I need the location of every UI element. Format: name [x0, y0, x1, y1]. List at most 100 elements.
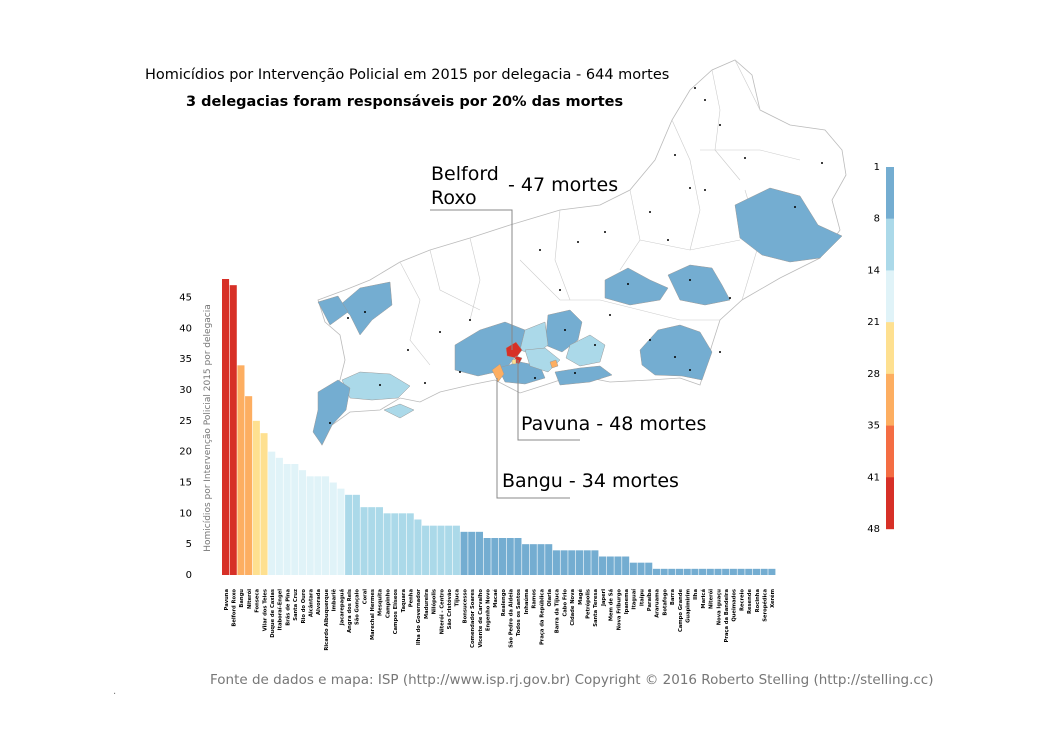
legend-swatch: [886, 270, 894, 323]
callout-bangu: Bangu - 34 mortes: [502, 470, 679, 492]
x-tick-label: Bonsucesso: [462, 589, 468, 624]
callout-belford: Belford Roxo: [431, 162, 499, 210]
bar: [360, 507, 368, 575]
x-tick-label: São Gonçalo: [355, 589, 361, 625]
bar: [437, 525, 445, 575]
x-tick-label: Alcântara: [307, 589, 314, 618]
x-tick-label: Seropédica: [761, 589, 768, 622]
region-east-lakes: [639, 324, 713, 381]
bar: [352, 494, 360, 575]
bar: [383, 513, 391, 575]
bar: [406, 513, 414, 575]
bar: [368, 507, 376, 575]
callout-lines: [430, 209, 580, 499]
bar: [737, 568, 745, 575]
chart-subtitle: 3 delegacias foram responsáveis por 20% …: [186, 94, 624, 110]
bar: [522, 544, 530, 575]
bar: [714, 568, 722, 575]
x-tick-label: Japeri: [601, 589, 607, 607]
x-tick-label: Botafogo: [662, 589, 668, 616]
x-axis-labels: Pavuna Belford Roxo Bangu Niterói Fonseca Vil…: [224, 588, 776, 651]
x-tick-label: Nilópolis: [431, 589, 438, 614]
x-tick-label: Ilha do Governador: [416, 589, 422, 646]
bar: [337, 488, 345, 575]
bar: [683, 568, 691, 575]
x-tick-label: Olaria: [547, 589, 553, 607]
legend-swatch: [886, 167, 894, 219]
x-tick-label: Bangu: [239, 589, 245, 608]
bar: [475, 531, 484, 575]
x-tick-label: Penha: [409, 589, 415, 608]
bar: [591, 550, 599, 575]
x-tick-label: São Pedro da Aldeia: [509, 589, 515, 648]
y-tick-label: 15: [179, 478, 192, 489]
x-tick-label: Fonseca: [255, 589, 261, 613]
legend-tick-label: 41: [867, 472, 880, 483]
bar: [491, 538, 499, 575]
bar: [414, 519, 422, 575]
bar: [314, 476, 322, 575]
bar: [752, 568, 761, 575]
x-tick-label: Resende: [747, 589, 753, 615]
region-bangu: [491, 363, 505, 383]
bar: [614, 556, 622, 575]
x-tick-label: Comendador Soares: [470, 589, 476, 648]
bar: [706, 568, 714, 575]
region-northeast: [734, 187, 843, 263]
x-tick-label: Mem de Sá: [608, 589, 615, 622]
x-tick-label: Angra dos Reis: [347, 589, 353, 633]
y-axis-label: Homicídios por Intervenção Policial 2015…: [203, 304, 213, 552]
x-tick-label: Ilha: [693, 589, 699, 600]
bar: [629, 562, 637, 575]
bar: [345, 494, 353, 575]
y-tick-label: 30: [179, 385, 192, 396]
x-tick-label: Itaguaí: [631, 588, 638, 610]
x-tick-label: Praça da República: [538, 589, 545, 646]
bar: [291, 464, 299, 575]
x-tick-label: Realengo: [501, 589, 507, 617]
region-west-coast: [341, 371, 411, 401]
x-tick-label: Coral: [362, 589, 368, 604]
bar: [729, 568, 737, 575]
bar: [306, 476, 314, 575]
bar: [529, 544, 537, 575]
x-tick-label: Cidade Nova: [570, 589, 576, 626]
x-tick-label: Taquara: [401, 589, 407, 613]
bar: [537, 544, 545, 575]
x-tick-label: Imbariê: [331, 589, 338, 612]
map-regions: [312, 187, 843, 446]
legend-tick-label: 21: [867, 317, 880, 328]
x-tick-label: Paraíba: [646, 589, 653, 612]
bar: [260, 433, 268, 575]
footer-credit: Fonte de dados e mapa: ISP (http://www.i…: [210, 672, 934, 688]
legend-tick-label: 35: [867, 421, 880, 432]
bar: [329, 482, 337, 575]
bar: [391, 513, 399, 575]
bar: [422, 525, 430, 575]
region-far-west: [317, 295, 349, 326]
x-tick-label: Recreio: [739, 589, 745, 611]
x-tick-label: Engenho Novo: [485, 589, 491, 632]
x-tick-label: Queimados: [732, 589, 738, 622]
x-tick-label: Araruama: [655, 589, 661, 618]
legend-swatch: [886, 477, 894, 530]
y-tick-label: 20: [179, 447, 192, 458]
y-axis-ticks: 0 5 10 15 20 25 30 35 40 45: [179, 293, 192, 582]
y-tick-label: 25: [179, 416, 192, 427]
region-small-yellow: [511, 358, 517, 365]
x-tick-label: Tijuca: [455, 589, 461, 607]
legend-tick-label: 48: [867, 524, 880, 535]
region-northwest: [339, 281, 393, 336]
bar: [398, 513, 407, 575]
bar: [298, 470, 307, 575]
bar: [468, 531, 476, 575]
x-tick-label: Itaipu: [639, 589, 645, 606]
map-markers: [329, 87, 823, 424]
region-ilha-grande: [383, 403, 415, 419]
bar: [460, 531, 468, 575]
bar: [575, 550, 584, 575]
bar: [722, 568, 730, 575]
bar: [552, 550, 560, 575]
pavuna-leader: [517, 360, 580, 441]
